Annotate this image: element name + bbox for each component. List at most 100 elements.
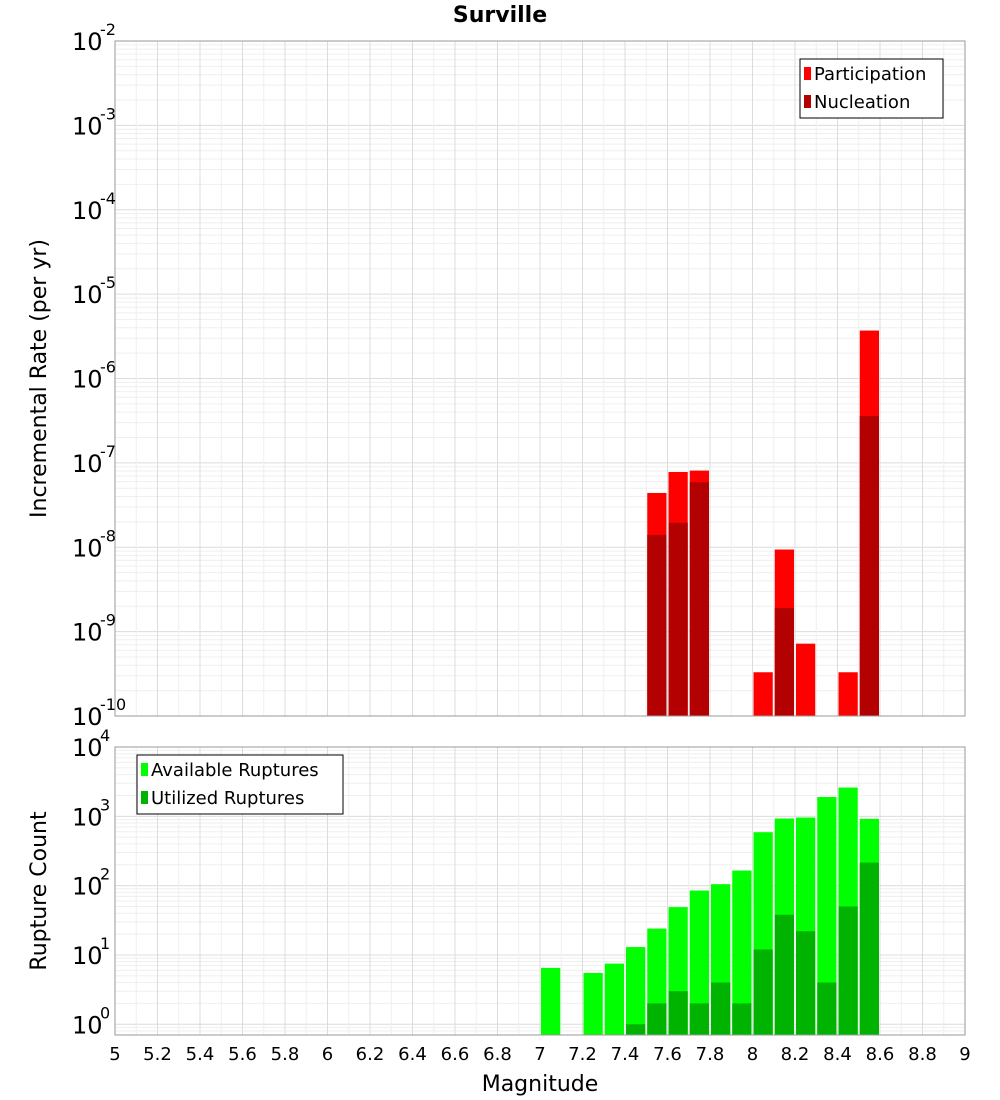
x-tick-label: 8.4 <box>823 1044 852 1065</box>
bar <box>817 796 837 1035</box>
y-tick-label: 10-2 <box>72 20 116 56</box>
x-tick-label: 8.6 <box>866 1044 895 1065</box>
y-tick-exponent: 3 <box>100 795 110 814</box>
x-tick-label: 6.8 <box>483 1044 512 1065</box>
x-tick-label: 5.6 <box>228 1044 257 1065</box>
legend: Participation Nucleation <box>799 58 944 119</box>
y-tick-label: 104 <box>72 726 110 762</box>
rate-panel: 10-1010-910-810-710-610-510-410-310-2Inc… <box>27 20 966 731</box>
plot-frame <box>114 40 966 717</box>
legend-swatch <box>141 763 148 776</box>
bar <box>817 982 837 1035</box>
bar <box>689 482 709 716</box>
x-tick-label: 6.4 <box>398 1044 427 1065</box>
bar <box>774 608 794 716</box>
legend-box <box>136 754 344 815</box>
y-axis-title: Rupture Count <box>27 811 52 971</box>
x-axis-title: Magnitude <box>482 1072 599 1097</box>
legend-box <box>799 58 944 119</box>
y-tick-label: 100 <box>72 1003 110 1039</box>
legend-swatch <box>804 67 811 80</box>
bar <box>647 534 667 716</box>
legend-label: Available Ruptures <box>151 760 319 781</box>
y-tick-exponent: -2 <box>100 20 116 39</box>
y-tick-base: 10 <box>72 703 103 731</box>
y-tick-label: 10-10 <box>72 695 126 731</box>
y-tick-base: 10 <box>72 450 103 478</box>
y-tick-label: 10-3 <box>72 104 116 140</box>
y-tick-exponent: -3 <box>100 104 116 123</box>
y-tick-base: 10 <box>72 28 103 56</box>
x-tick-label: 6 <box>322 1044 333 1065</box>
y-tick-exponent: 1 <box>100 934 110 953</box>
x-tick-label: 7.4 <box>611 1044 640 1065</box>
bar <box>796 643 816 716</box>
bar <box>838 906 858 1035</box>
legend-swatch <box>804 95 811 108</box>
x-tick-label: 8.8 <box>908 1044 937 1065</box>
bar <box>838 672 858 716</box>
x-tick-label: 7 <box>534 1044 545 1065</box>
y-tick-exponent: 4 <box>100 726 110 745</box>
legend: Available Ruptures Utilized Ruptures <box>136 754 344 815</box>
bar <box>604 963 624 1035</box>
bar <box>711 982 731 1035</box>
bar <box>753 949 773 1035</box>
y-tick-label: 103 <box>72 795 110 831</box>
series-utilized-ruptures <box>626 862 879 1035</box>
y-tick-base: 10 <box>72 942 103 970</box>
y-tick-label: 102 <box>72 865 110 901</box>
x-tick-label: 7.6 <box>653 1044 682 1065</box>
y-tick-base: 10 <box>72 803 103 831</box>
x-tick-label: 8.2 <box>781 1044 810 1065</box>
series-nucleation <box>647 415 879 716</box>
x-tick-label: 6.2 <box>356 1044 385 1065</box>
bar <box>541 967 561 1035</box>
bar <box>668 991 688 1035</box>
bar <box>647 1003 667 1035</box>
y-tick-label: 10-8 <box>72 526 116 562</box>
x-tick-label: 9 <box>959 1044 970 1065</box>
y-tick-base: 10 <box>72 197 103 225</box>
y-tick-base: 10 <box>72 1011 103 1039</box>
y-tick-exponent: -4 <box>100 189 116 208</box>
bar <box>774 914 794 1035</box>
bar <box>859 862 879 1035</box>
bar <box>796 931 816 1035</box>
bar <box>689 1003 709 1035</box>
bar <box>859 415 879 716</box>
x-tick-label: 5.8 <box>271 1044 300 1065</box>
x-tick-label: 6.6 <box>441 1044 470 1065</box>
y-tick-exponent: -6 <box>100 358 116 377</box>
bar <box>732 1003 752 1035</box>
legend-label: Nucleation <box>814 92 910 113</box>
y-tick-label: 10-9 <box>72 611 116 647</box>
y-tick-base: 10 <box>72 734 103 762</box>
grid <box>114 40 966 717</box>
x-tick-label: 5.2 <box>143 1044 172 1065</box>
y-tick-exponent: -7 <box>100 442 116 461</box>
y-tick-exponent: -8 <box>100 526 116 545</box>
y-tick-base: 10 <box>72 619 103 647</box>
y-tick-base: 10 <box>72 873 103 901</box>
y-tick-exponent: -10 <box>100 695 126 714</box>
bar <box>753 672 773 716</box>
magnitude-axis: 5 5.2 5.4 5.6 5.8 6 6.2 6.4 6.6 6.8 7 7.2 7.4 7.6 7.8 8… <box>109 1044 970 1065</box>
y-tick-label: 10-6 <box>72 358 116 394</box>
bar <box>668 522 688 716</box>
y-tick-exponent: -9 <box>100 611 116 630</box>
y-tick-exponent: 2 <box>100 865 110 884</box>
y-tick-base: 10 <box>72 534 103 562</box>
y-tick-label: 10-4 <box>72 189 116 225</box>
y-tick-label: 101 <box>72 934 110 970</box>
chart-title: Surville <box>453 3 547 28</box>
x-tick-label: 5 <box>109 1044 120 1065</box>
x-tick-label: 8 <box>747 1044 758 1065</box>
x-tick-label: 7.8 <box>696 1044 725 1065</box>
y-tick-base: 10 <box>72 366 103 394</box>
y-tick-label: 10-5 <box>72 273 116 309</box>
bar <box>689 890 709 1035</box>
x-tick-label: 5.4 <box>186 1044 215 1065</box>
